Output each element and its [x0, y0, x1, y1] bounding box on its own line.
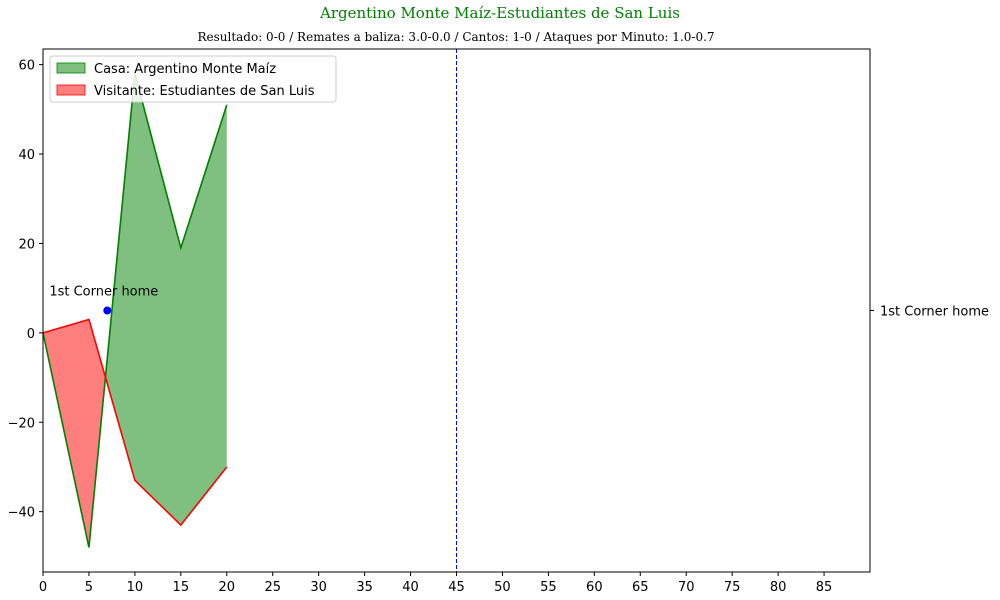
y-tick-label: −20 — [8, 416, 35, 431]
x-tick-label: 45 — [448, 580, 465, 595]
legend-label-home: Casa: Argentino Monte Maíz — [94, 62, 276, 77]
away-series-line — [42, 318, 228, 527]
x-tick-label: 20 — [219, 580, 236, 595]
legend-box — [49, 55, 337, 103]
x-tick-label: 30 — [310, 580, 327, 595]
y-tick-label: 40 — [18, 148, 35, 163]
y-tick-label: 60 — [18, 59, 35, 74]
x-tick-label: 70 — [678, 580, 695, 595]
chart-subtitle: Resultado: 0-0 / Remates a baliza: 3.0-0… — [197, 30, 714, 44]
x-tick-label: 0 — [39, 580, 47, 595]
y-tick-label: 20 — [18, 237, 35, 252]
legend-swatch-away — [56, 84, 86, 96]
x-tick-label: 25 — [264, 580, 281, 595]
y-tick-label: 0 — [27, 327, 35, 342]
x-tick-label: 50 — [494, 580, 511, 595]
x-tick-label: 80 — [770, 580, 787, 595]
x-tick-label: 5 — [85, 580, 93, 595]
chart-title: Argentino Monte Maíz-Estudiantes de San … — [319, 4, 680, 22]
legend-label-away: Visitante: Estudiantes de San Luis — [94, 84, 315, 99]
x-tick-label: 85 — [816, 580, 833, 595]
x-tick-label: 35 — [356, 580, 373, 595]
event-marker — [103, 306, 112, 315]
home-advantage-area — [105, 73, 227, 526]
legend: Casa: Argentino Monte Maíz Visitante: Es… — [49, 55, 337, 103]
x-tick-label: 65 — [632, 580, 649, 595]
plot-area: 1st Corner home 0 5 10 15 20 25 30 35 40 45 50 55 60 6… — [8, 49, 989, 595]
away-advantage-area — [43, 319, 106, 548]
right-tick-label: 1st Corner home — [880, 305, 989, 320]
x-tick-label: 55 — [540, 580, 557, 595]
x-tick-label: 15 — [173, 580, 190, 595]
event-label: 1st Corner home — [49, 285, 158, 300]
x-tick-label: 75 — [724, 580, 741, 595]
plot-frame — [42, 48, 871, 573]
x-tick-label: 10 — [127, 580, 144, 595]
y-tick-label: −40 — [8, 506, 35, 521]
legend-swatch-home — [56, 62, 86, 74]
x-tick-label: 60 — [586, 580, 603, 595]
x-tick-label: 40 — [402, 580, 419, 595]
